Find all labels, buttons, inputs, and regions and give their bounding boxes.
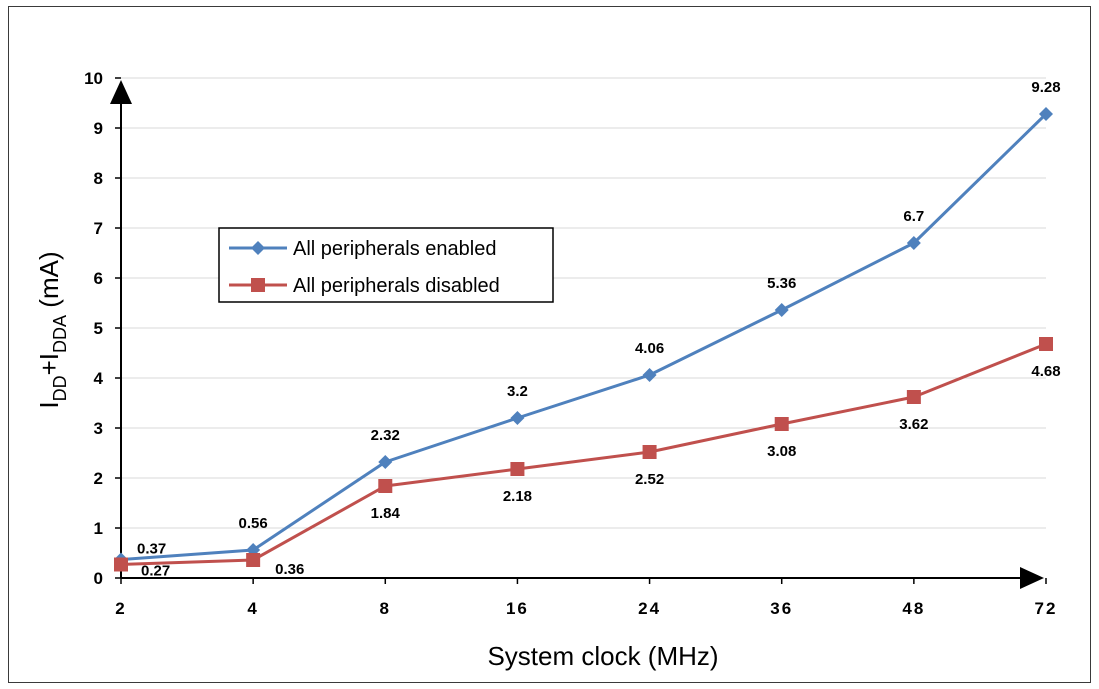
axes: [110, 77, 1047, 589]
legend-label-enabled: All peripherals enabled: [293, 238, 496, 260]
data-label-enabled: 3.2: [507, 383, 528, 400]
x-tick-label: 4: [247, 599, 258, 618]
data-labels: 0.37 0.56 2.32 3.2 4.06 5.36 6.7 9.28 0.27 0.36 1.…: [137, 79, 1061, 580]
x-tick-label: 8: [380, 599, 391, 618]
data-point-square: [906, 390, 921, 404]
y-axis-label-sub2: DDA: [50, 315, 70, 353]
y-tick-label: 0: [94, 569, 103, 588]
data-point-square: [510, 462, 525, 476]
data-point-diamond: [510, 411, 525, 425]
data-label-enabled: 0.37: [137, 541, 166, 558]
legend-label-disabled: All peripherals disabled: [293, 275, 500, 297]
data-point-diamond: [1039, 107, 1053, 121]
y-axis-label-unit: (mA): [34, 251, 64, 315]
y-tick-label: 10: [84, 69, 103, 88]
y-tick-label: 7: [94, 219, 103, 238]
data-label-enabled: 0.56: [239, 515, 268, 532]
x-tick-label: 36: [770, 599, 793, 618]
x-axis-arrow: [1020, 567, 1044, 589]
series-line: [120, 342, 1047, 566]
data-label-enabled: 2.32: [371, 427, 400, 444]
y-tick-label: 6: [94, 269, 103, 288]
data-label-disabled: 1.84: [371, 505, 401, 522]
y-axis-label-main: I: [34, 401, 64, 408]
y-tick-label: 8: [94, 169, 103, 188]
x-tick-label: 24: [638, 599, 661, 618]
data-label-enabled: 6.7: [903, 208, 924, 225]
data-point-diamond: [774, 303, 789, 317]
x-axis-label: System clock (MHz): [487, 641, 718, 671]
data-point-diamond: [642, 368, 657, 382]
legend: All peripherals enabled All peripherals …: [218, 227, 554, 303]
data-point-square: [114, 557, 128, 572]
data-label-disabled: 2.18: [503, 488, 532, 505]
y-tick-label: 3: [94, 419, 103, 438]
legend-marker-diamond: [251, 241, 265, 255]
gridlines: [121, 77, 1046, 529]
y-tick-labels: 0 1 2 3 4 5 6 7 8 9 10: [84, 69, 103, 588]
data-point-square: [1039, 337, 1053, 351]
y-tick-label: 9: [94, 119, 103, 138]
series-group: [114, 107, 1053, 572]
data-label-disabled: 3.62: [899, 416, 928, 433]
y-tick-label: 1: [94, 519, 103, 538]
data-label-disabled: 4.68: [1031, 363, 1060, 380]
data-point-square: [246, 553, 261, 567]
y-axis-label-mid: +I: [34, 353, 64, 375]
data-point-diamond: [906, 236, 921, 250]
y-tick-label: 2: [94, 469, 103, 488]
data-point-diamond: [378, 455, 393, 469]
y-axis-label: IDD+IDDA (mA): [34, 251, 70, 408]
x-tick-label: 72: [1035, 599, 1058, 618]
y-axis-arrow: [110, 80, 132, 104]
legend-box: [218, 227, 554, 303]
x-tick-label: 48: [902, 599, 925, 618]
series-line: [120, 112, 1048, 561]
data-label-disabled: 3.08: [767, 443, 796, 460]
data-point-square: [642, 445, 657, 459]
data-label-disabled: 0.36: [275, 561, 304, 578]
x-tick-label: 16: [506, 599, 529, 618]
data-label-disabled: 2.52: [635, 471, 664, 488]
y-tick-label: 5: [94, 319, 103, 338]
y-axis-label-sub1: DD: [50, 375, 70, 401]
chart-frame: [8, 6, 1091, 683]
data-label-enabled: 4.06: [635, 340, 664, 357]
x-tick-label: 2: [115, 599, 126, 618]
data-point-square: [774, 417, 789, 431]
y-tick-label: 4: [94, 369, 104, 388]
data-label-disabled: 0.27: [141, 563, 170, 580]
x-tick-labels: 2 4 8 16 24 36 48 72: [115, 599, 1058, 618]
data-point-square: [378, 479, 393, 493]
data-label-enabled: 9.28: [1031, 79, 1060, 96]
data-label-enabled: 5.36: [767, 275, 796, 292]
legend-marker-square: [251, 278, 265, 292]
